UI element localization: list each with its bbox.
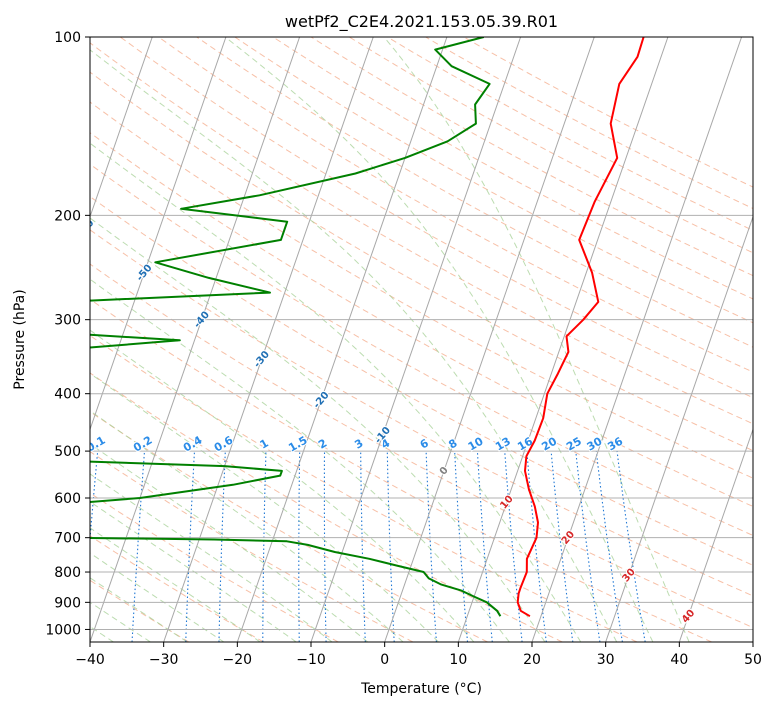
y-tick-label: 200: [54, 208, 81, 224]
x-tick-label: −40: [75, 652, 105, 668]
y-tick-label: 500: [54, 444, 81, 460]
x-tick-label: 40: [670, 652, 688, 668]
y-tick-label: 800: [54, 565, 81, 581]
y-tick-label: 400: [54, 387, 81, 403]
y-tick-label: 900: [54, 595, 81, 611]
y-tick-label: 1000: [45, 622, 81, 638]
x-tick-label: 0: [380, 652, 389, 668]
y-tick-label: 300: [54, 313, 81, 329]
y-tick-label: 600: [54, 491, 81, 507]
x-tick-label: −30: [149, 652, 179, 668]
y-tick-label: 700: [54, 531, 81, 547]
y-tick-label: 100: [54, 30, 81, 46]
x-tick-label: 10: [449, 652, 467, 668]
x-tick-label: −10: [296, 652, 326, 668]
x-tick-label: 50: [744, 652, 762, 668]
x-axis-label: Temperature (°C): [360, 681, 482, 697]
x-tick-label: 20: [523, 652, 541, 668]
chart-title: wetPf2_C2E4.2021.153.05.39.R01: [285, 12, 558, 32]
x-tick-label: −20: [223, 652, 253, 668]
x-tick-label: 30: [597, 652, 615, 668]
y-axis-label: Pressure (hPa): [12, 289, 28, 389]
